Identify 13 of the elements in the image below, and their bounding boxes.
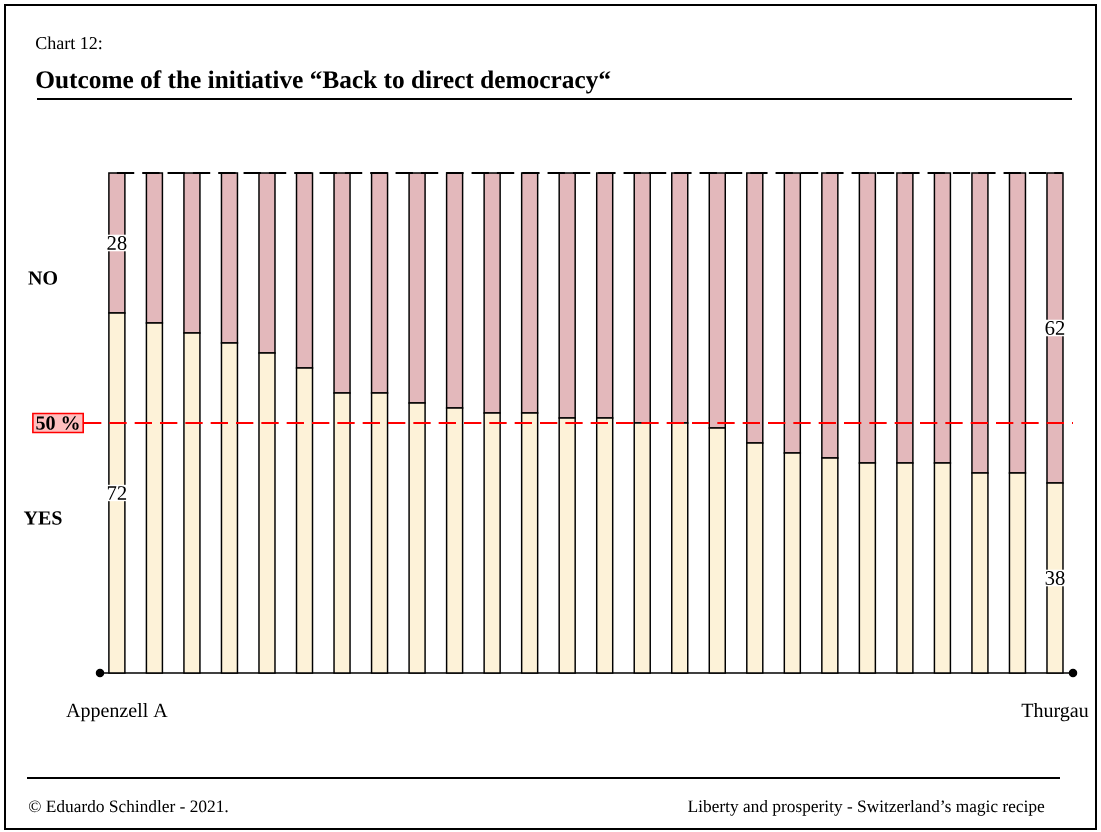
data-label: 38: [1045, 571, 1065, 585]
caption: Chart 12:: [36, 36, 102, 50]
data-label: 28: [107, 236, 127, 250]
ref-line-label: 50 %: [36, 416, 79, 430]
chart-title: Outcome of the initiative “Back to direct democracy“: [36, 70, 611, 94]
text: YES: [23, 511, 62, 525]
data-label: 62: [1045, 321, 1065, 335]
data-label: 72: [107, 486, 127, 500]
text: © Eduardo Schindler - 2021.: [29, 799, 228, 813]
text: Liberty and prosperity - Switzerland’s magic recipe: [688, 799, 1045, 816]
text: NO: [28, 271, 58, 285]
x-tick-label: Appenzell A: [66, 703, 168, 722]
x-tick-label: Thurgau: [1021, 703, 1089, 722]
